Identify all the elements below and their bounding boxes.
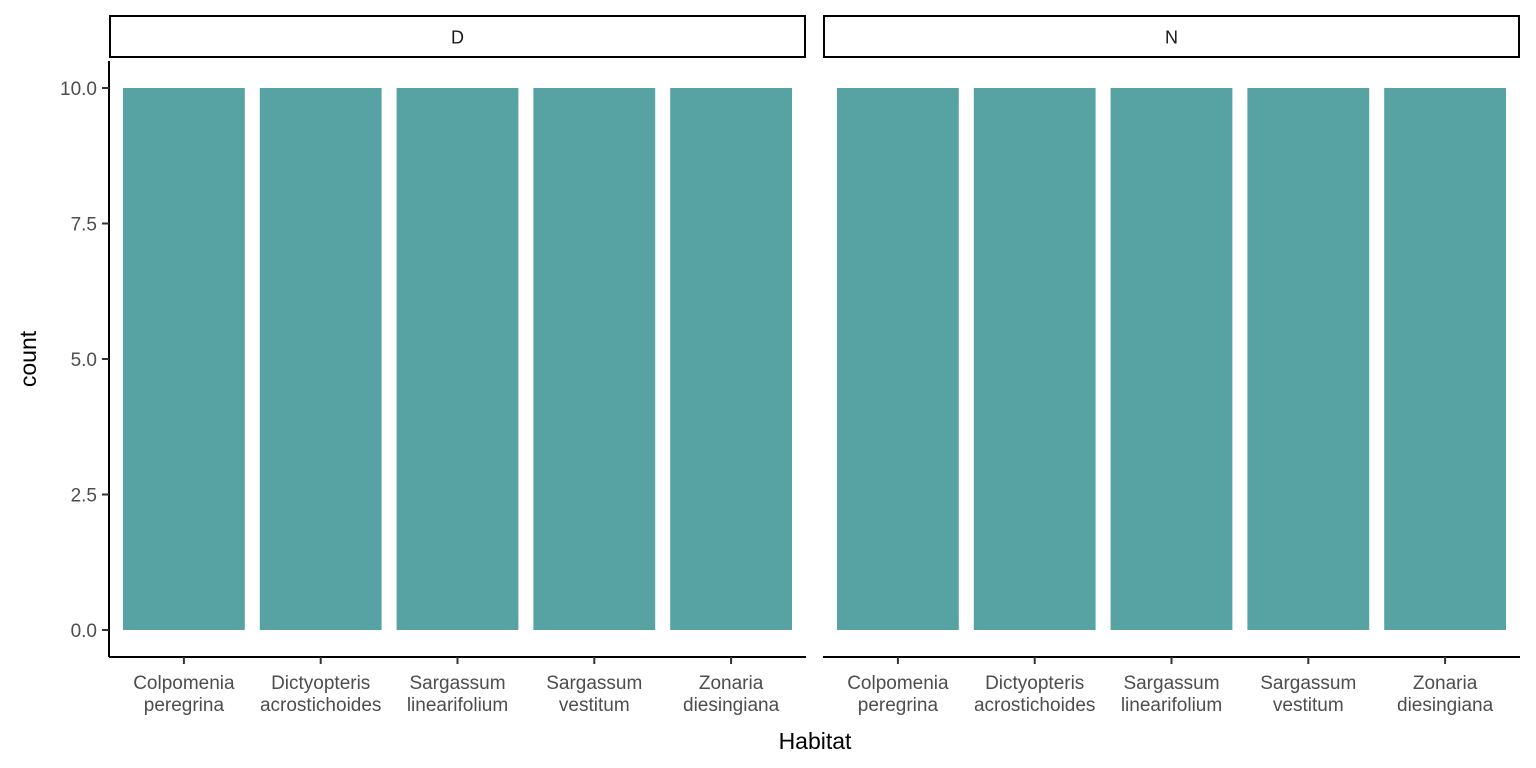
- x-tick-label-line: linearifolium: [407, 695, 508, 716]
- x-tick-label-line: Zonaria: [699, 673, 764, 694]
- x-tick-label: Zonaria diesingiana: [683, 673, 780, 716]
- x-tick-label-line: Colpomenia: [133, 673, 235, 694]
- strip-box: [109, 15, 806, 58]
- bar: [837, 88, 959, 630]
- facet-panel-d: D Colpomenia peregrina Dictyopteris acrostic…: [60, 15, 806, 716]
- bar: [396, 88, 519, 630]
- x-tick-label-line: Sargassum: [1260, 673, 1356, 694]
- bar: [1384, 88, 1506, 630]
- y-tick-label: 7.5: [71, 215, 97, 236]
- x-tick-label: Zonaria diesingiana: [1397, 673, 1494, 716]
- x-tick-label-line: Zonaria: [1413, 673, 1478, 694]
- facet-panel-n: N Colpomenia peregrina Dictyopteris acrostic…: [823, 15, 1520, 716]
- bar: [533, 88, 656, 630]
- y-axis-title: count: [15, 330, 41, 387]
- x-tick-label-line: Colpomenia: [847, 673, 949, 694]
- x-tick-label-line: Sargassum: [546, 673, 642, 694]
- x-tick-label-line: peregrina: [144, 695, 225, 716]
- x-tick-label-line: acrostichoides: [974, 695, 1095, 716]
- bar: [123, 88, 245, 630]
- bar: [1110, 88, 1233, 630]
- x-tick-label-line: linearifolium: [1121, 695, 1222, 716]
- x-axis-title: Habitat: [779, 728, 852, 754]
- x-tick-label-line: acrostichoides: [260, 695, 381, 716]
- bar: [670, 88, 792, 630]
- x-tick-label-line: Sargassum: [1123, 673, 1219, 694]
- strip-label: N: [1165, 28, 1178, 48]
- bar: [259, 88, 382, 630]
- x-tick-label-line: Dictyopteris: [985, 673, 1084, 694]
- x-tick-label: Sargassum vestitum: [546, 673, 642, 716]
- x-tick-label: Dictyopteris acrostichoides: [260, 673, 381, 716]
- x-tick-label: Sargassum linearifolium: [407, 673, 508, 716]
- x-tick-label: Sargassum vestitum: [1260, 673, 1356, 716]
- y-tick-label: 10.0: [60, 79, 97, 100]
- y-tick-label: 0.0: [71, 621, 97, 642]
- x-tick-label-line: vestitum: [1273, 695, 1344, 716]
- x-tick-label: Dictyopteris acrostichoides: [974, 673, 1095, 716]
- x-tick-label-line: peregrina: [858, 695, 939, 716]
- x-tick-label-line: vestitum: [559, 695, 630, 716]
- x-tick-label: Colpomenia peregrina: [847, 673, 949, 716]
- x-tick-label: Sargassum linearifolium: [1121, 673, 1222, 716]
- x-tick-label-line: diesingiana: [1397, 695, 1494, 716]
- x-tick-label-line: Sargassum: [409, 673, 505, 694]
- x-tick-label-line: diesingiana: [683, 695, 780, 716]
- x-tick-label-line: Dictyopteris: [271, 673, 370, 694]
- strip-box: [823, 15, 1520, 58]
- bar: [1247, 88, 1370, 630]
- bar: [973, 88, 1096, 630]
- x-tick-label: Colpomenia peregrina: [133, 673, 235, 716]
- y-tick-label: 2.5: [71, 486, 97, 507]
- strip-label: D: [451, 28, 464, 48]
- y-tick-label: 5.0: [71, 350, 97, 371]
